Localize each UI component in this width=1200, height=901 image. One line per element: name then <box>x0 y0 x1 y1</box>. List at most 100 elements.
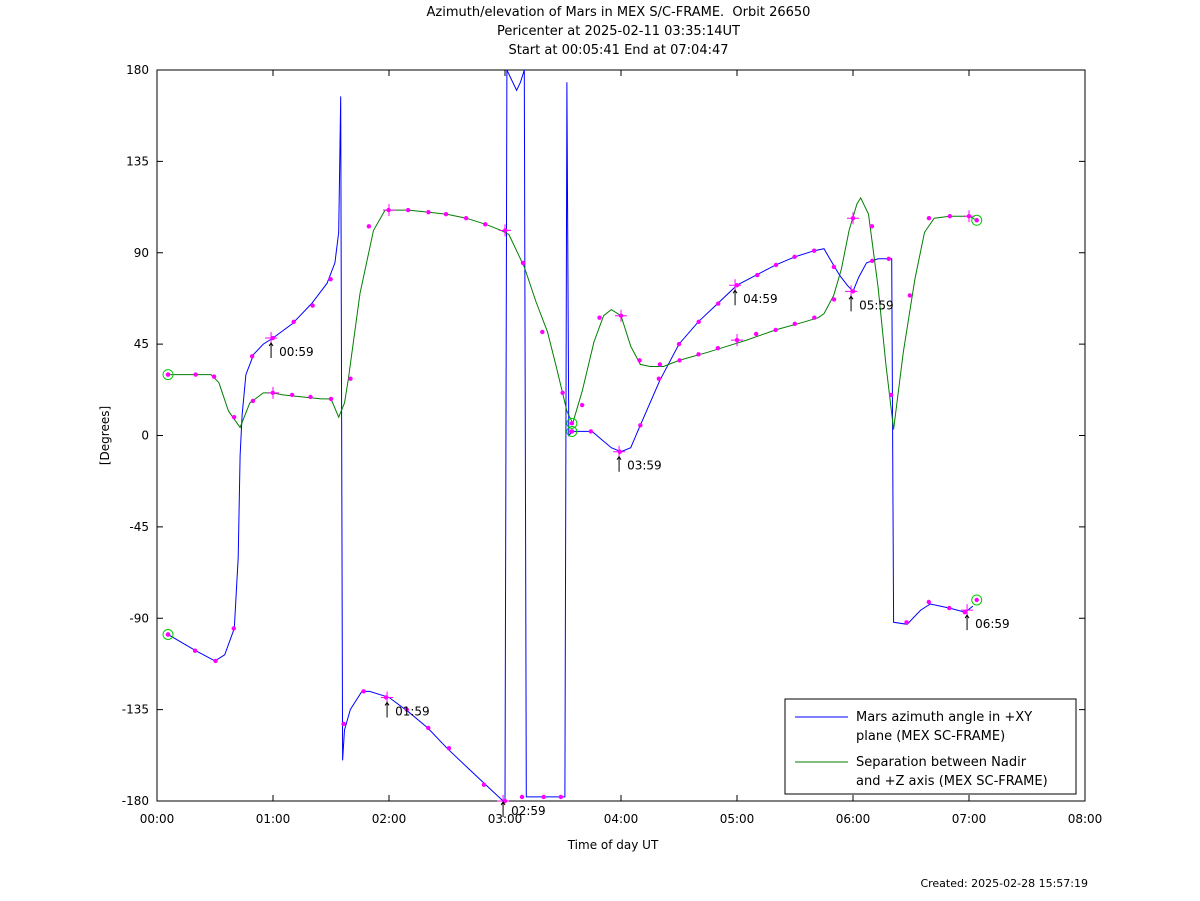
series-2-marker <box>831 297 837 302</box>
endpoint-marker <box>165 632 171 637</box>
series-2-marker <box>947 214 953 219</box>
y-tick-label: -135 <box>122 703 149 717</box>
series-2-marker <box>520 260 526 266</box>
series-1-marker <box>716 301 721 306</box>
series-1-marker <box>696 319 701 324</box>
hour-cross-marker <box>729 279 742 292</box>
series-1-marker <box>588 429 594 434</box>
series-line-2 <box>168 196 977 430</box>
series-2-marker <box>231 415 237 420</box>
created-timestamp: Created: 2025-02-28 15:57:19 <box>920 877 1088 890</box>
annotation-label: 01:59 <box>395 704 430 718</box>
series-1-marker <box>361 689 366 694</box>
chart-title-line-2: Pericenter at 2025-02-11 03:35:14UT <box>496 24 740 39</box>
series-1-marker <box>886 256 891 262</box>
series-1-marker <box>310 303 315 308</box>
endpoint-marker <box>974 597 979 603</box>
series-2-marker <box>289 392 295 398</box>
series-2-marker <box>792 321 798 327</box>
annotation-label: 05:59 <box>859 298 894 312</box>
series-2-marker <box>753 331 759 337</box>
legend-label-2: and +Z axis (MEX SC-FRAME) <box>856 774 1048 789</box>
series-1-marker <box>192 648 198 653</box>
legend-label-1: plane (MEX SC-FRAME) <box>856 729 1005 744</box>
annotation-arrow <box>616 455 622 472</box>
series-2-marker <box>597 315 602 320</box>
hour-cross-marker <box>265 332 278 345</box>
endpoint-marker <box>165 372 171 377</box>
series-2-marker <box>677 358 682 363</box>
hour-cross-marker <box>499 224 511 237</box>
series-2-marker <box>328 396 334 402</box>
x-tick-label: 08:00 <box>1068 812 1103 826</box>
annotation-label: 02:59 <box>511 804 546 818</box>
series-2-marker <box>560 390 565 396</box>
annotation-label: 00:59 <box>279 345 314 359</box>
endpoint-circle <box>566 417 578 429</box>
series-2-marker <box>463 216 469 221</box>
endpoint-circle <box>566 425 578 437</box>
series-2-marker <box>193 372 198 377</box>
series-1-marker <box>291 319 296 324</box>
legend-label-2: Separation between Nadir <box>856 755 1027 770</box>
y-axis-label: [Degrees] <box>98 406 112 465</box>
series-2-marker <box>483 222 488 227</box>
y-tick-label: 180 <box>126 63 149 77</box>
series-2-marker <box>715 345 721 351</box>
annotation-arrow <box>848 295 854 312</box>
series-2-marker <box>250 398 256 404</box>
y-tick-label: -90 <box>129 611 149 625</box>
x-tick-label: 04:00 <box>604 812 639 826</box>
annotation-label: 04:59 <box>743 292 778 306</box>
series-1-marker <box>869 258 875 264</box>
series-1-marker <box>926 599 931 605</box>
annotation-arrow <box>732 289 738 306</box>
series-1-marker <box>541 794 546 800</box>
series-1-marker <box>213 658 218 664</box>
series-2-marker <box>426 209 431 215</box>
chart-title-line-3: Start at 00:05:41 End at 07:04:47 <box>508 43 729 58</box>
series-2-marker <box>443 211 449 217</box>
x-tick-label: 06:00 <box>836 812 871 826</box>
x-axis-label: Time of day UT <box>567 838 659 852</box>
series-2-marker <box>211 374 217 379</box>
series-2-marker <box>773 327 778 333</box>
series-2-marker <box>579 402 585 408</box>
series-2-marker <box>540 329 545 335</box>
series-1-marker <box>341 721 346 727</box>
annotation-label: 03:59 <box>627 459 662 473</box>
series-1-marker <box>831 264 837 270</box>
series-1-marker <box>426 725 431 731</box>
series-1-marker <box>558 794 564 800</box>
hour-cross-marker <box>267 386 279 399</box>
y-tick-label: 0 <box>141 429 149 443</box>
series-1-marker <box>519 794 525 800</box>
series-2-marker <box>907 293 913 298</box>
series-2-marker <box>366 224 372 229</box>
series-1-marker <box>404 707 409 712</box>
endpoint-circle <box>162 369 174 381</box>
series-2-marker <box>926 216 932 221</box>
y-tick-label: 135 <box>126 154 149 168</box>
legend-label-1: Mars azimuth angle in +XY <box>856 710 1032 725</box>
legend-box <box>784 698 1077 795</box>
y-tick-label: -180 <box>122 794 149 808</box>
series-1-marker <box>231 626 236 631</box>
annotation-arrow <box>384 701 390 718</box>
series-1-marker <box>904 620 909 625</box>
plot-frame <box>156 69 1086 802</box>
chart-title-line-1: Azimuth/elevation of Mars in MEX S/C-FRA… <box>426 5 811 20</box>
hour-cross-marker <box>731 334 743 347</box>
series-2-marker <box>696 352 701 357</box>
x-tick-label: 05:00 <box>720 812 755 826</box>
hour-cross-marker <box>961 604 974 617</box>
series-2-marker <box>869 224 875 229</box>
annotation-arrow <box>268 342 274 359</box>
hour-cross-marker <box>615 309 627 322</box>
y-tick-label: 90 <box>134 246 149 260</box>
x-tick-label: 00:00 <box>140 812 175 826</box>
legend: Mars azimuth angle in +XY plane (MEX SC-F… <box>784 698 1077 795</box>
hour-cross-marker <box>613 445 626 458</box>
series-1-marker <box>328 276 333 282</box>
